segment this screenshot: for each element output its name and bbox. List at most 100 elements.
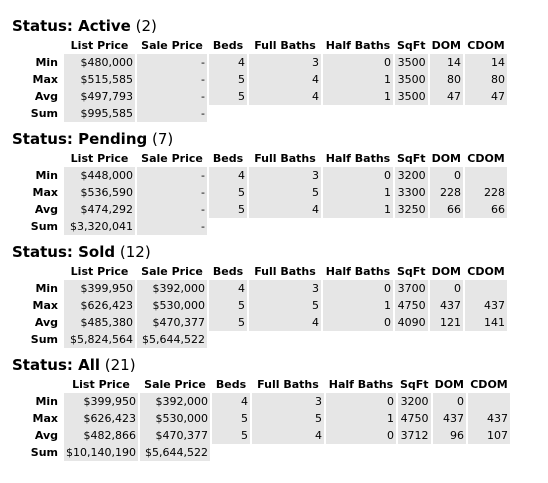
cell-beds: 4 — [209, 167, 247, 184]
cell-half-baths: 1 — [323, 201, 393, 218]
column-header-sqft: SqFt — [395, 150, 428, 167]
column-header-half-baths: Half Baths — [325, 376, 396, 393]
row-label: Min — [12, 54, 62, 71]
column-header-sale-price: Sale Price — [137, 263, 207, 280]
cell-half-baths — [325, 444, 396, 461]
section-label: Status: Sold — [12, 243, 116, 261]
cell-list-price: $5,824,564 — [64, 331, 135, 348]
cell-list-price: $536,590 — [64, 184, 135, 201]
cell-sale-price: - — [137, 105, 207, 122]
column-header-beds: Beds — [211, 376, 250, 393]
cell-beds: 5 — [209, 88, 247, 105]
status-section-active: Status: Active (2) List Price Sale Price Be… — [12, 17, 548, 122]
cell-sale-price: $392,000 — [137, 280, 207, 297]
table-row-min: Min $399,950 $392,000 4 3 0 3200 0 — [12, 393, 510, 410]
row-label: Sum — [12, 331, 62, 348]
cell-list-price: $626,423 — [64, 410, 138, 427]
section-title: Status: All (21) — [12, 356, 548, 375]
table-row-avg: Avg $474,292-5 4 1 3250 66 66 — [12, 201, 508, 218]
cell-sqft: 4090 — [395, 314, 428, 331]
header-row: List Price Sale Price Beds Full Baths Half B… — [12, 150, 508, 167]
header-row: List Price Sale Price Beds Full Baths Half B… — [12, 37, 508, 54]
cell-sale-price: $530,000 — [139, 410, 210, 427]
header-corner — [12, 376, 62, 393]
cell-sale-price: - — [137, 184, 207, 201]
cell-sale-price: - — [137, 201, 207, 218]
column-header-list-price: List Price — [64, 37, 135, 54]
cell-half-baths: 1 — [323, 297, 393, 314]
column-header-dom: DOM — [429, 37, 464, 54]
header-row: List Price Sale Price Beds Full Baths Half B… — [12, 263, 508, 280]
cell-sqft: 3700 — [395, 280, 428, 297]
table-row-max: Max $626,423 $530,000 5 5 1 4750 437 437 — [12, 297, 508, 314]
cell-dom: 47 — [429, 88, 464, 105]
row-label: Min — [12, 280, 62, 297]
cell-dom — [432, 444, 466, 461]
cell-sale-price: $470,377 — [137, 314, 207, 331]
cell-dom: 14 — [429, 54, 464, 71]
cell-sqft: 3500 — [395, 54, 428, 71]
table-row-min: Min $399,950 $392,000 4 3 0 3700 0 — [12, 280, 508, 297]
cell-full-baths: 4 — [249, 71, 321, 88]
cell-beds: 5 — [209, 201, 247, 218]
column-header-dom: DOM — [429, 150, 464, 167]
cell-dom: 0 — [429, 167, 464, 184]
cell-sqft — [395, 218, 428, 235]
header-corner — [12, 150, 62, 167]
cell-cdom: 437 — [468, 410, 510, 427]
status-section-pending: Status: Pending (7) List Price Sale Price B… — [12, 130, 548, 235]
cell-dom — [429, 218, 464, 235]
column-header-full-baths: Full Baths — [249, 263, 321, 280]
cell-half-baths: 0 — [323, 167, 393, 184]
row-label: Avg — [12, 201, 62, 218]
cell-half-baths — [323, 218, 393, 235]
column-header-list-price: List Price — [64, 150, 135, 167]
table-row-min: Min $480,000-4 3 0 3500 14 14 — [12, 54, 508, 71]
cell-beds: 5 — [209, 314, 247, 331]
cell-sale-price: $5,644,522 — [139, 444, 210, 461]
cell-sale-price: $5,644,522 — [137, 331, 207, 348]
column-header-sale-price: Sale Price — [137, 37, 207, 54]
cell-sqft: 3250 — [395, 201, 428, 218]
cell-dom: 96 — [432, 427, 466, 444]
cell-dom — [429, 331, 464, 348]
column-header-sqft: SqFt — [397, 376, 431, 393]
column-header-beds: Beds — [209, 150, 247, 167]
cell-half-baths: 0 — [323, 280, 393, 297]
cell-list-price: $474,292 — [64, 201, 135, 218]
table-row-avg: Avg $482,866 $470,377 5 4 0 3712 96 107 — [12, 427, 510, 444]
table-row-sum: Sum $995,585- — [12, 105, 508, 122]
cell-beds: 5 — [211, 410, 250, 427]
cell-half-baths: 1 — [323, 88, 393, 105]
cell-cdom: 107 — [468, 427, 510, 444]
cell-list-price: $515,585 — [64, 71, 135, 88]
row-label: Sum — [12, 444, 62, 461]
cell-full-baths: 4 — [249, 314, 321, 331]
cell-list-price: $480,000 — [64, 54, 135, 71]
column-header-cdom: CDOM — [465, 263, 508, 280]
cell-list-price: $448,000 — [64, 167, 135, 184]
row-label: Avg — [12, 314, 62, 331]
cell-half-baths — [323, 105, 393, 122]
cell-dom: 0 — [432, 393, 466, 410]
cell-full-baths — [251, 444, 324, 461]
cell-sqft: 3200 — [397, 393, 431, 410]
cell-half-baths: 0 — [325, 393, 396, 410]
cell-list-price: $497,793 — [64, 88, 135, 105]
cell-full-baths — [249, 331, 321, 348]
cell-sale-price: $392,000 — [139, 393, 210, 410]
cell-sqft: 3300 — [395, 184, 428, 201]
cell-cdom — [468, 444, 510, 461]
cell-cdom: 228 — [465, 184, 508, 201]
section-title: Status: Sold (12) — [12, 243, 548, 262]
cell-full-baths: 4 — [249, 88, 321, 105]
cell-sqft: 3712 — [397, 427, 431, 444]
cell-half-baths: 1 — [325, 410, 396, 427]
cell-cdom — [465, 105, 508, 122]
column-header-dom: DOM — [429, 263, 464, 280]
cell-cdom — [468, 393, 510, 410]
cell-beds: 5 — [211, 427, 250, 444]
stats-report: Status: Active (2) List Price Sale Price Be… — [12, 17, 548, 461]
column-header-half-baths: Half Baths — [323, 263, 393, 280]
cell-beds — [211, 444, 250, 461]
